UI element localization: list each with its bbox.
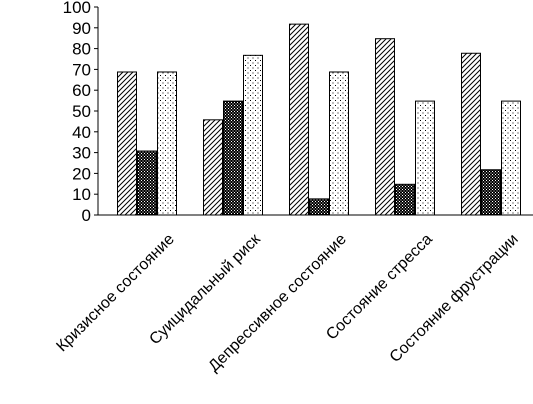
bar [375,38,395,216]
bar [481,169,501,216]
y-tick-label: 30 [72,144,91,163]
bar [157,71,177,216]
y-tick-label: 90 [72,19,91,38]
bar [223,100,243,216]
bar [289,23,309,216]
bar [415,100,435,216]
bar [243,54,263,216]
y-tick-label: 10 [72,185,91,204]
bar [461,52,481,216]
y-tick-label: 0 [82,206,91,225]
y-tick-label: 40 [72,123,91,142]
bars [117,23,521,216]
bar [501,100,521,216]
bar [117,71,137,216]
bar [329,71,349,216]
y-tick-label: 70 [72,60,91,79]
y-tick-label: 20 [72,164,91,183]
y-tick-label: 50 [72,102,91,121]
bar [203,119,223,216]
bar [395,183,415,216]
bar [309,198,329,216]
y-tick-label: 100 [63,0,91,17]
bar [137,150,157,216]
y-tick-label: 60 [72,81,91,100]
y-tick-label: 80 [72,40,91,59]
x-category-label: Депрессивное состояние [205,231,349,375]
